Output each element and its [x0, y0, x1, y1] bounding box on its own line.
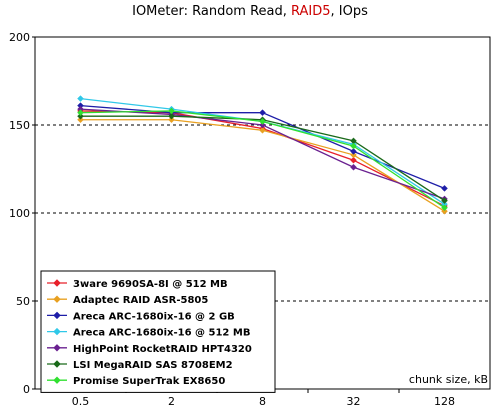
data-point — [259, 118, 266, 125]
data-point — [350, 148, 357, 155]
x-tick-label: 128 — [434, 395, 455, 408]
data-point — [77, 95, 84, 102]
legend-label: LSI MegaRAID SAS 8708EM2 — [73, 360, 233, 371]
legend: 3ware 9690SA-8I @ 512 MB Adaptec RAID ASR… — [40, 270, 276, 393]
series-6 — [77, 107, 448, 212]
legend-swatch-marker — [53, 327, 61, 336]
chart-title: IOMeter: Random Read, RAID5, IOps — [0, 4, 500, 19]
legend-swatch-marker — [53, 344, 61, 352]
data-point — [350, 156, 357, 164]
chart-title-prefix: IOMeter: Random Read, — [132, 4, 291, 19]
data-point — [259, 126, 266, 134]
data-point — [168, 116, 175, 124]
legend-label: Areca ARC-1680ix-16 @ 512 MB — [73, 328, 250, 339]
legend-label: Adaptec RAID ASR-5805 — [73, 295, 208, 306]
x-axis-label: chunk size, kB — [409, 373, 488, 386]
legend-label: HighPoint RocketRAID HPT4320 — [73, 344, 252, 355]
legend-label: Areca ARC-1680ix-16 @ 2 GB — [73, 311, 235, 322]
x-tick-label: 0.5 — [72, 395, 90, 408]
data-point — [350, 151, 357, 159]
legend-swatch-marker — [53, 295, 61, 303]
y-tick-label: 0 — [23, 383, 30, 396]
y-tick-label: 200 — [9, 31, 30, 44]
data-point — [259, 121, 266, 129]
data-point — [441, 207, 448, 215]
data-point — [441, 197, 448, 205]
y-tick-label: 50 — [16, 295, 30, 308]
chart-title-suffix: , IOps — [330, 4, 368, 19]
y-tick-label: 150 — [9, 119, 30, 132]
data-point — [168, 112, 175, 120]
data-point — [77, 109, 84, 117]
legend-label: 3ware 9690SA-8I @ 512 MB — [73, 279, 228, 290]
legend-swatch-marker — [53, 311, 61, 320]
data-point — [441, 204, 448, 212]
data-point — [350, 163, 357, 171]
data-point — [350, 142, 357, 150]
series-1 — [77, 116, 448, 215]
legend-swatch-marker — [53, 279, 61, 287]
grid-layer — [35, 124, 490, 302]
data-point — [77, 112, 84, 120]
legend-swatch-marker — [53, 376, 61, 384]
data-point — [168, 107, 175, 115]
chart-title-accent: RAID5 — [291, 4, 331, 19]
x-tick-label: 32 — [347, 395, 361, 408]
axis-layer: 0 50 100 150 200 0.5 2 8 32 128 — [9, 31, 455, 408]
x-tick-label: 8 — [259, 395, 266, 408]
series-layer — [77, 95, 448, 215]
x-tick-label: 2 — [168, 395, 175, 408]
legend-box — [40, 270, 276, 393]
data-point — [259, 109, 266, 117]
data-point — [77, 116, 84, 124]
y-tick-label: 100 — [9, 207, 30, 220]
legend-swatch-marker — [53, 360, 61, 368]
series-4 — [77, 105, 448, 203]
legend-label: Promise SuperTrak EX8650 — [73, 376, 225, 387]
data-point — [441, 185, 448, 192]
